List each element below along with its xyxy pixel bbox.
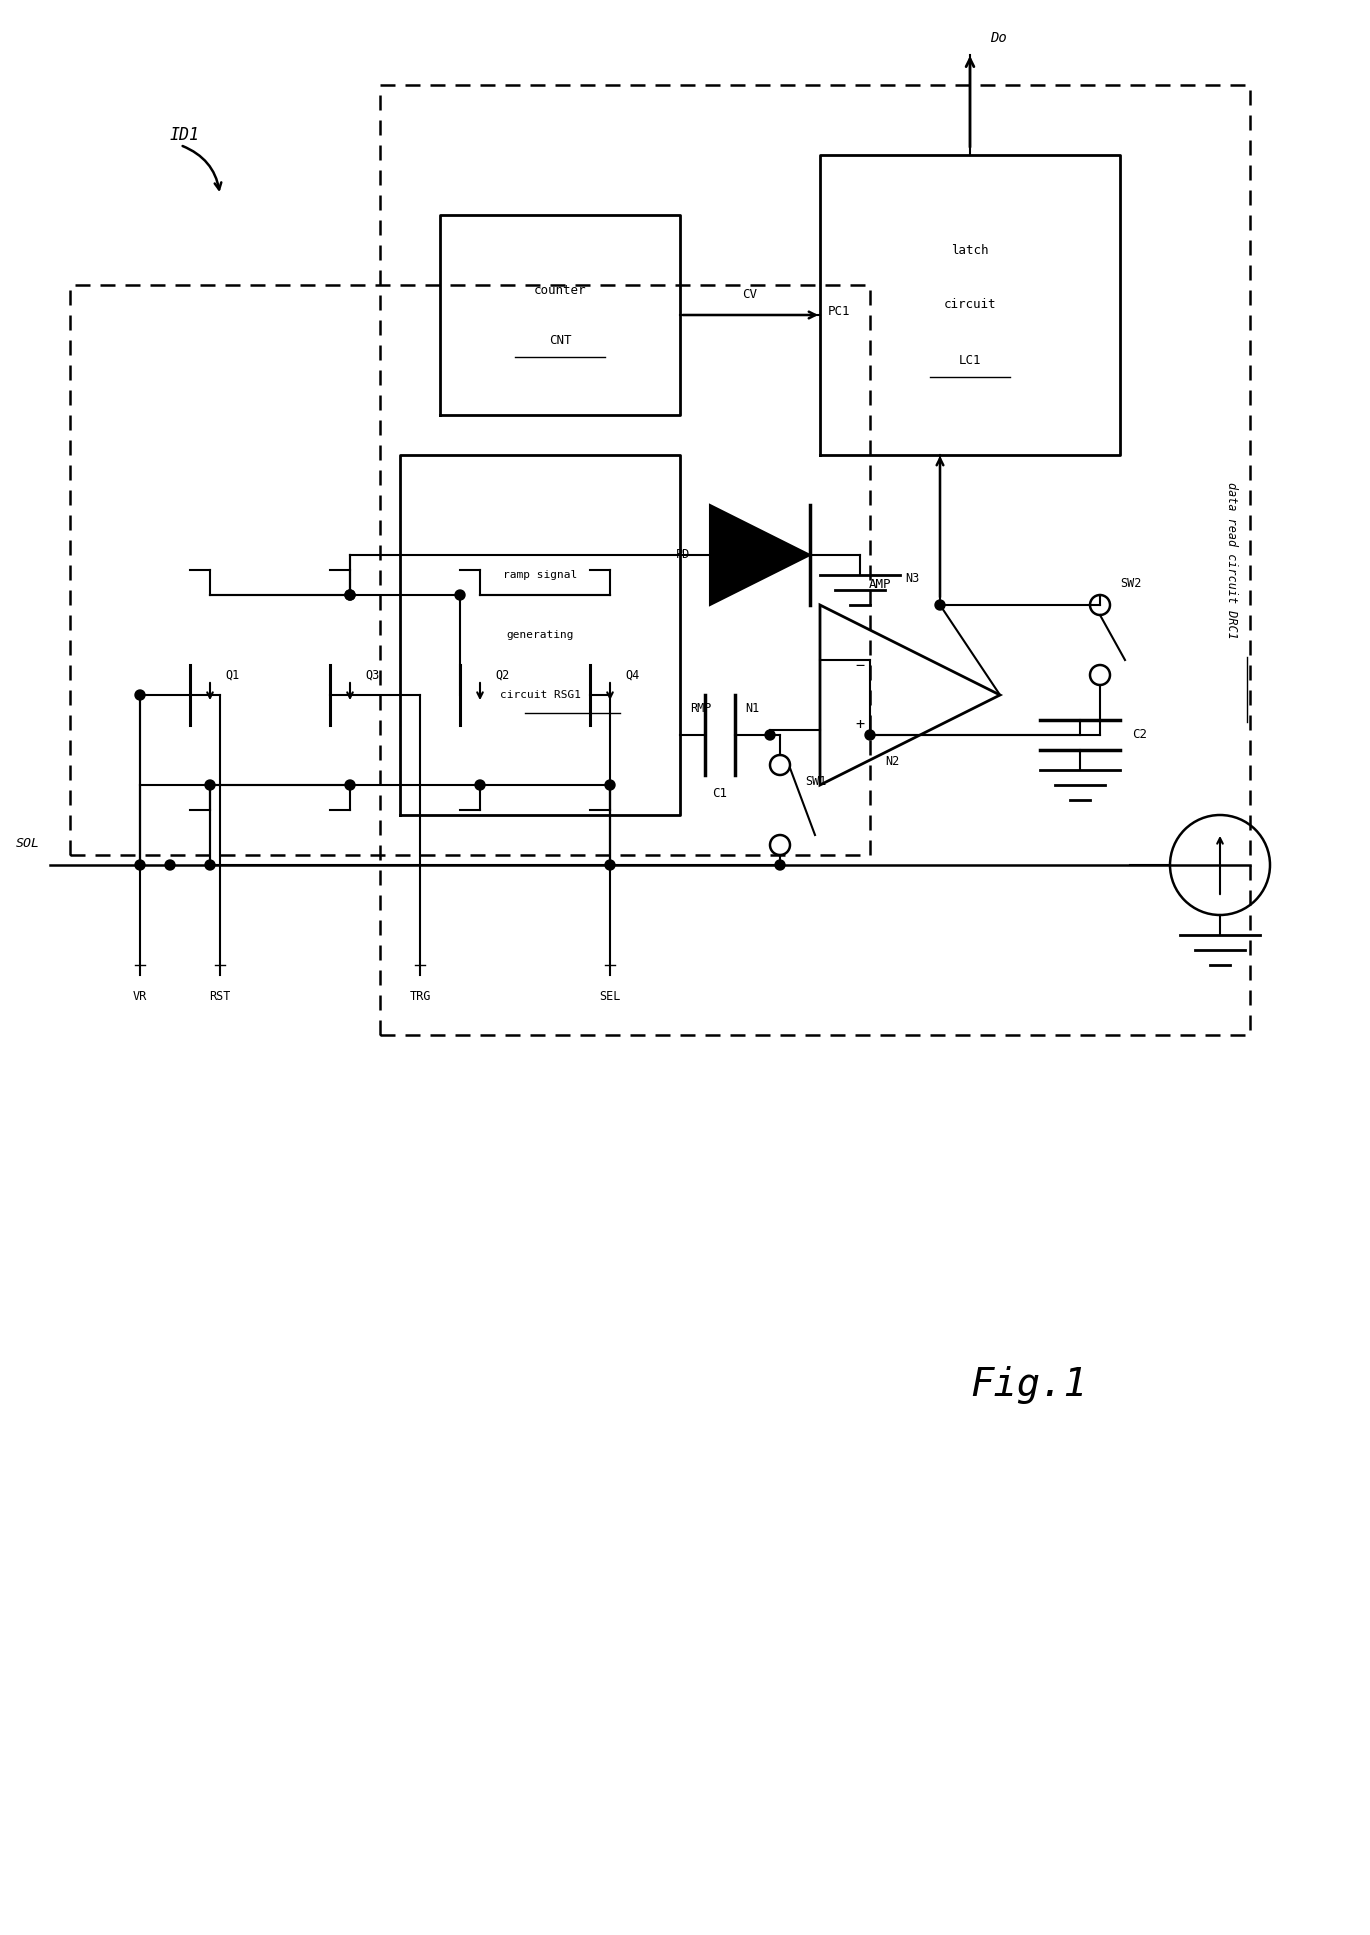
Text: Fig.1: Fig.1 xyxy=(970,1366,1086,1405)
Text: Q1: Q1 xyxy=(225,668,240,681)
Circle shape xyxy=(136,691,145,700)
Circle shape xyxy=(345,780,355,789)
Text: SOL: SOL xyxy=(16,838,40,849)
Circle shape xyxy=(475,780,485,789)
Circle shape xyxy=(206,859,215,871)
Circle shape xyxy=(345,590,355,600)
Text: Q4: Q4 xyxy=(625,668,640,681)
Text: AMP: AMP xyxy=(869,579,892,592)
Circle shape xyxy=(136,859,145,871)
Text: CNT: CNT xyxy=(549,333,571,346)
Text: SW2: SW2 xyxy=(1121,577,1141,590)
Text: data read circuit DRC1: data read circuit DRC1 xyxy=(1225,482,1238,639)
Text: circuit RSG1: circuit RSG1 xyxy=(500,691,581,700)
Polygon shape xyxy=(710,505,810,606)
Text: Do: Do xyxy=(991,31,1007,45)
Text: ramp signal: ramp signal xyxy=(503,571,577,580)
Text: circuit: circuit xyxy=(944,298,996,312)
Circle shape xyxy=(934,600,945,610)
Circle shape xyxy=(764,729,775,739)
Text: N1: N1 xyxy=(745,702,760,716)
Text: C2: C2 xyxy=(1132,728,1147,741)
Circle shape xyxy=(864,729,875,739)
Text: Q2: Q2 xyxy=(495,668,510,681)
Text: RST: RST xyxy=(210,991,230,1002)
Text: PD: PD xyxy=(675,548,690,561)
Text: counter: counter xyxy=(534,284,586,296)
Text: C1: C1 xyxy=(712,788,727,799)
Circle shape xyxy=(775,859,785,871)
Text: RMP: RMP xyxy=(690,702,711,716)
Circle shape xyxy=(345,590,355,600)
Text: SEL: SEL xyxy=(599,991,621,1002)
Circle shape xyxy=(206,780,215,789)
Circle shape xyxy=(606,780,615,789)
Text: N3: N3 xyxy=(906,573,921,584)
Text: generating: generating xyxy=(507,631,574,640)
Text: ID1: ID1 xyxy=(170,126,200,143)
Text: +: + xyxy=(855,718,864,733)
Circle shape xyxy=(455,590,464,600)
Text: CV: CV xyxy=(743,288,758,302)
Text: VR: VR xyxy=(133,991,147,1002)
Text: Q3: Q3 xyxy=(364,668,379,681)
Text: −: − xyxy=(855,658,864,673)
Text: TRG: TRG xyxy=(410,991,430,1002)
Text: latch: latch xyxy=(951,244,989,257)
Text: LC1: LC1 xyxy=(959,354,981,366)
Circle shape xyxy=(164,859,175,871)
Text: PC1: PC1 xyxy=(827,306,849,317)
Text: SW1: SW1 xyxy=(806,776,826,788)
Text: N2: N2 xyxy=(885,755,899,768)
Circle shape xyxy=(606,859,615,871)
